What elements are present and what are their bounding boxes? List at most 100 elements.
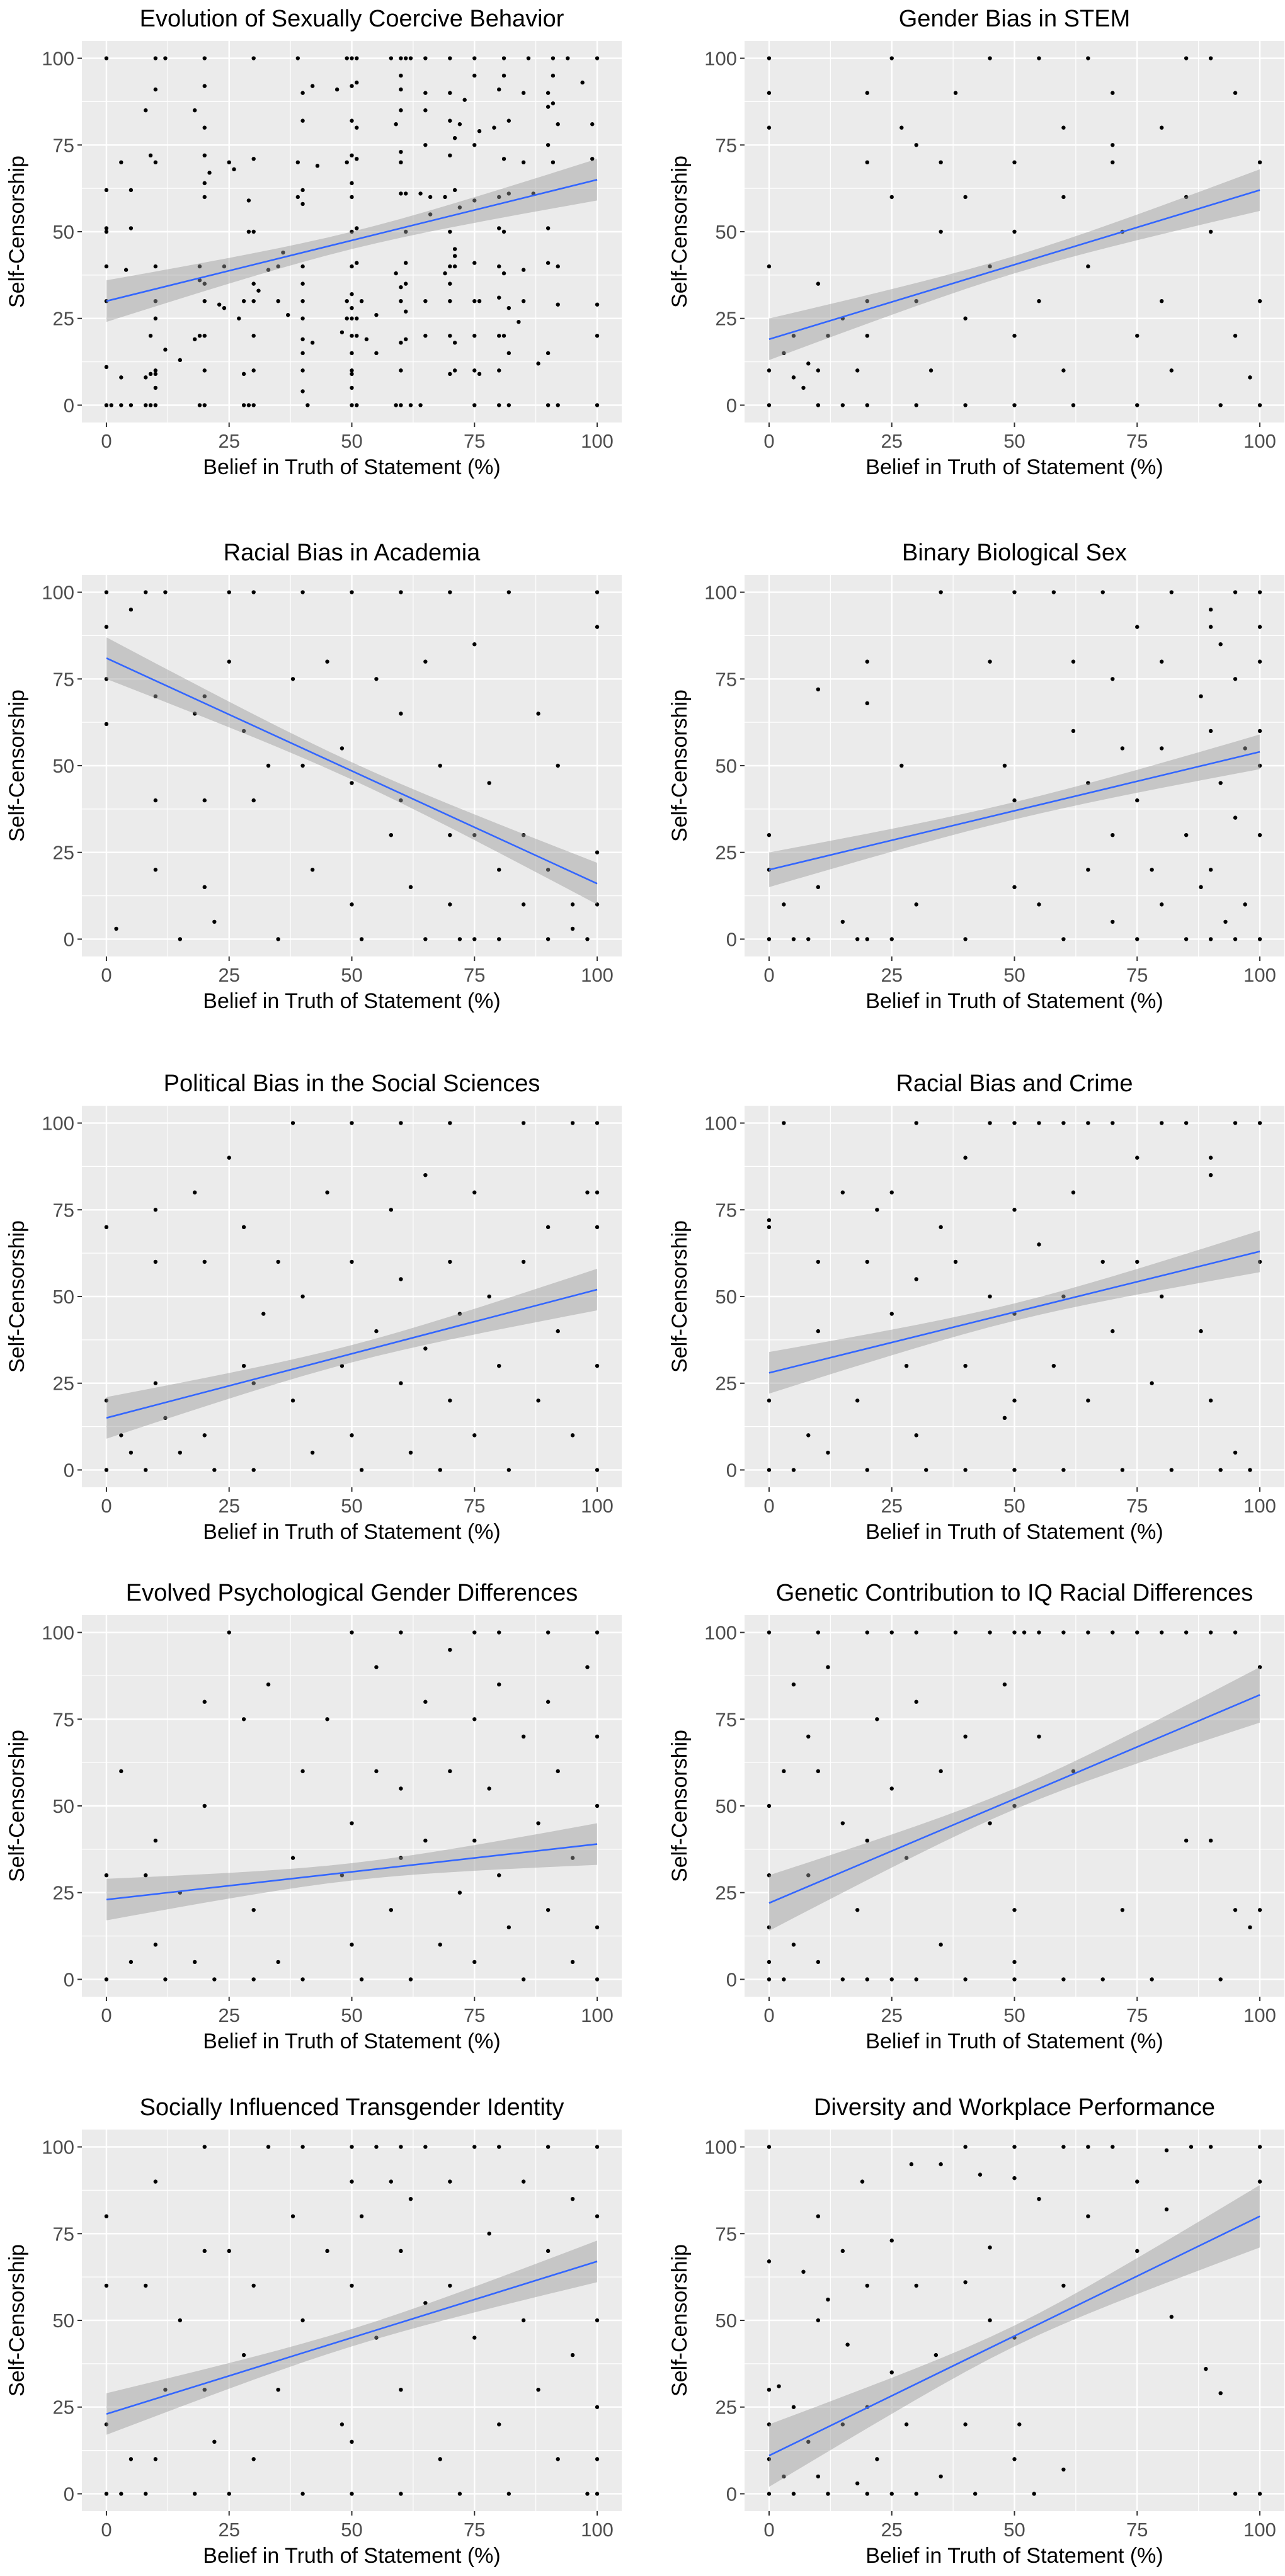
- data-point: [163, 590, 168, 594]
- data-point: [1061, 195, 1066, 200]
- data-point: [1111, 832, 1115, 837]
- data-point: [300, 316, 305, 321]
- data-point: [350, 902, 354, 907]
- y-tick-label: 100: [704, 1113, 737, 1135]
- data-point: [1160, 298, 1164, 304]
- data-point: [300, 264, 305, 269]
- data-point: [212, 2439, 217, 2444]
- data-point: [816, 885, 821, 890]
- data-point: [1233, 1630, 1238, 1635]
- data-point: [806, 2439, 811, 2444]
- data-point: [840, 2249, 845, 2254]
- data-point: [148, 403, 153, 407]
- x-tick-label: 0: [763, 430, 774, 452]
- data-point: [202, 1433, 207, 1438]
- data-point: [506, 403, 511, 407]
- data-point: [865, 659, 869, 664]
- x-tick-label: 0: [101, 430, 111, 452]
- data-point: [914, 403, 918, 407]
- data-point: [1135, 1630, 1139, 1635]
- x-tick-label: 50: [1003, 1495, 1025, 1517]
- data-point: [350, 316, 354, 321]
- data-point: [399, 1121, 403, 1125]
- data-point: [408, 2196, 413, 2201]
- data-point: [497, 1682, 501, 1687]
- data-point: [767, 1468, 772, 1472]
- data-point: [924, 1468, 928, 1472]
- data-point: [241, 729, 246, 734]
- data-point: [350, 368, 354, 373]
- data-point: [394, 271, 398, 276]
- data-point: [104, 677, 109, 681]
- data-point: [399, 2492, 403, 2496]
- data-point: [472, 1838, 477, 1843]
- data-point: [350, 292, 354, 297]
- data-point: [1160, 746, 1164, 751]
- data-point: [826, 1665, 830, 1669]
- regression-line: [768, 1251, 1260, 1374]
- data-point: [1257, 298, 1262, 304]
- data-point: [394, 122, 398, 127]
- data-point: [350, 334, 354, 338]
- x-tick-label: 0: [763, 2004, 774, 2026]
- y-tick-label: 25: [53, 1882, 74, 1904]
- data-point: [227, 2492, 231, 2496]
- data-point: [1012, 1803, 1017, 1808]
- data-point: [359, 1468, 364, 1472]
- data-point: [144, 590, 148, 594]
- data-point: [806, 937, 811, 941]
- data-point: [153, 264, 158, 269]
- data-point: [178, 1450, 183, 1455]
- data-point: [791, 2405, 796, 2409]
- y-axis-label: Self-Censorship: [5, 689, 29, 842]
- data-point: [163, 1416, 168, 1421]
- data-point: [374, 677, 379, 681]
- scatter-panel: Evolved Psychological Gender Differences…: [5, 1580, 622, 2053]
- data-point: [497, 195, 501, 200]
- x-tick-label: 25: [218, 2004, 239, 2026]
- y-axis-label: Self-Censorship: [5, 1220, 29, 1373]
- data-point: [1111, 1630, 1115, 1635]
- data-point: [536, 361, 540, 366]
- data-point: [290, 2214, 295, 2218]
- x-tick-label: 0: [763, 2519, 774, 2541]
- data-point: [457, 1312, 462, 1316]
- x-tick-label: 25: [881, 2004, 902, 2026]
- data-point: [1257, 729, 1262, 734]
- y-tick-label: 50: [716, 2310, 737, 2332]
- data-point: [1160, 902, 1164, 907]
- data-point: [315, 164, 320, 168]
- x-tick-label: 0: [763, 964, 774, 986]
- data-point: [497, 264, 501, 269]
- data-point: [345, 160, 349, 165]
- data-point: [939, 1225, 943, 1230]
- scatter-panel: Political Bias in the Social Sciences 0 25…: [5, 1070, 622, 1544]
- y-tick-label: 75: [716, 668, 737, 690]
- data-point: [988, 264, 992, 269]
- data-point: [487, 2232, 491, 2236]
- data-point: [545, 351, 551, 356]
- data-point: [551, 56, 556, 60]
- y-tick-label: 50: [53, 221, 74, 243]
- data-point: [988, 56, 992, 60]
- data-point: [904, 2422, 909, 2427]
- data-point: [914, 143, 918, 147]
- data-point: [1208, 868, 1213, 872]
- data-point: [237, 316, 241, 321]
- data-point: [251, 590, 256, 594]
- data-point: [423, 2301, 428, 2305]
- data-point: [1204, 2366, 1208, 2371]
- data-point: [939, 590, 943, 594]
- data-point: [472, 298, 477, 304]
- data-point: [448, 832, 452, 837]
- data-point: [1111, 677, 1115, 681]
- data-point: [551, 160, 556, 165]
- data-point: [300, 298, 305, 304]
- data-point: [399, 191, 403, 196]
- data-point: [545, 403, 551, 407]
- data-point: [909, 2162, 914, 2167]
- data-point: [300, 2145, 305, 2149]
- data-point: [345, 298, 349, 304]
- regression-line: [106, 179, 598, 302]
- data-point: [148, 372, 153, 377]
